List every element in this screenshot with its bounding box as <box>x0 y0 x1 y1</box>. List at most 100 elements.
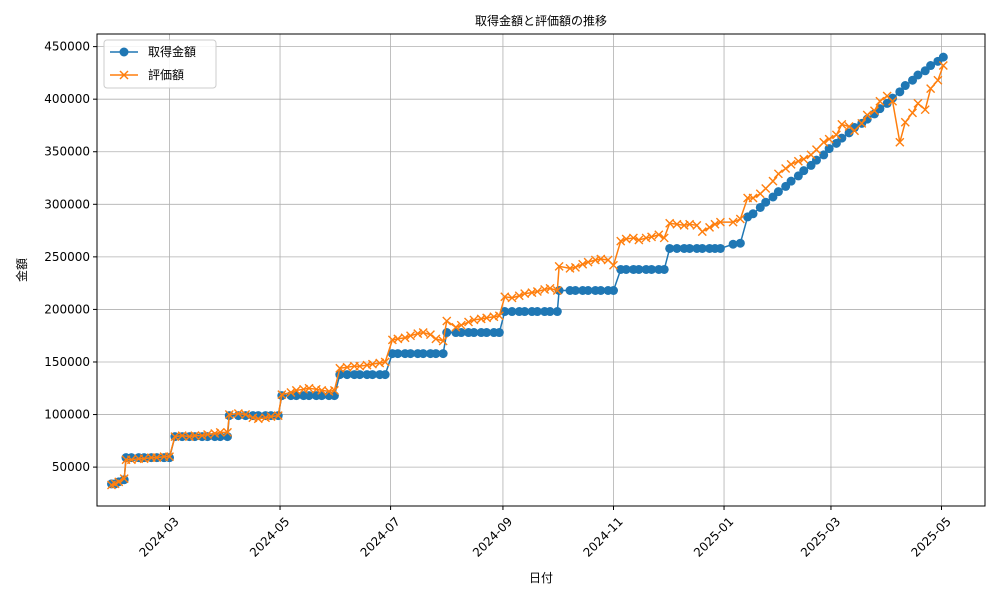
y-tick-label: 200000 <box>44 302 90 316</box>
data-point <box>685 243 695 253</box>
data-point <box>500 307 510 317</box>
data-point <box>451 322 461 332</box>
data-point <box>482 313 492 323</box>
data-point <box>418 349 428 359</box>
series-valuation <box>107 61 948 490</box>
legend: 取得金額 評価額 <box>103 39 217 89</box>
data-point <box>735 214 745 224</box>
data-point <box>177 431 187 441</box>
data-point <box>773 187 783 197</box>
data-point <box>824 134 834 144</box>
data-point <box>355 361 365 371</box>
data-point <box>735 238 745 248</box>
data-point <box>367 359 377 369</box>
data-point <box>659 233 669 243</box>
data-point <box>215 427 225 437</box>
data-point <box>438 349 448 359</box>
data-point <box>697 227 707 237</box>
data-point <box>647 232 657 242</box>
data-point <box>811 145 821 155</box>
data-point <box>355 370 365 380</box>
data-point <box>665 243 675 253</box>
y-axis-title: 金額 <box>14 258 29 282</box>
data-point <box>520 289 530 299</box>
data-point <box>819 150 829 160</box>
data-point <box>329 385 339 395</box>
data-point <box>431 349 441 359</box>
data-point <box>888 93 898 103</box>
data-point <box>781 164 791 174</box>
y-tick-label: 100000 <box>44 408 90 422</box>
data-point <box>654 230 664 240</box>
data-point <box>608 285 618 295</box>
legend-label-valuation: 評価額 <box>148 67 184 82</box>
data-point <box>233 408 243 418</box>
data-point <box>578 259 588 269</box>
data-point <box>552 307 562 317</box>
data-point <box>367 370 377 380</box>
data-point <box>628 233 638 243</box>
y-tick-label: 450000 <box>44 40 90 54</box>
y-tick-label: 250000 <box>44 250 90 264</box>
data-point <box>869 106 879 116</box>
data-point <box>545 307 555 317</box>
data-point <box>621 264 631 274</box>
data-point <box>900 81 910 91</box>
data-point <box>273 411 283 421</box>
data-point <box>837 119 847 129</box>
data-point <box>456 320 466 330</box>
y-axis-ticks: 50000 100000 150000 200000 250000 300000 35000… <box>44 40 97 474</box>
data-point <box>126 455 136 465</box>
data-point <box>170 432 180 442</box>
data-point <box>705 222 715 232</box>
data-point <box>799 166 809 176</box>
data-point <box>190 431 200 441</box>
y-tick-label: 350000 <box>44 145 90 159</box>
data-point <box>570 262 580 272</box>
data-point <box>570 285 580 295</box>
data-point <box>222 427 232 437</box>
data-point <box>482 328 492 338</box>
data-point <box>520 307 530 317</box>
data-point <box>253 414 263 424</box>
data-point <box>464 317 474 327</box>
data-point <box>164 452 174 462</box>
data-point <box>831 130 841 140</box>
data-point <box>728 217 738 227</box>
data-point <box>773 169 783 179</box>
data-point <box>920 105 930 115</box>
data-point <box>900 117 910 127</box>
data-point <box>672 219 682 229</box>
data-point <box>494 311 504 321</box>
chart-title: 取得金額と評価額の推移 <box>475 13 607 28</box>
data-point <box>507 307 517 317</box>
data-point <box>608 260 618 270</box>
legend-marker-acquisition <box>119 47 129 57</box>
data-point <box>224 410 234 420</box>
data-point <box>406 349 416 359</box>
data-point <box>933 75 943 85</box>
data-point <box>621 234 631 244</box>
data-point <box>685 219 695 229</box>
data-point <box>875 96 885 106</box>
data-point <box>418 328 428 338</box>
data-point <box>400 333 410 343</box>
data-point <box>793 156 803 166</box>
data-point <box>342 370 352 380</box>
data-point <box>768 176 778 186</box>
data-point <box>393 349 403 359</box>
data-point <box>514 291 524 301</box>
data-point <box>799 154 809 164</box>
data-point <box>291 385 301 395</box>
grid-lines <box>97 34 985 506</box>
data-point <box>114 477 124 487</box>
data-point <box>926 61 936 71</box>
data-point <box>913 70 923 80</box>
data-point <box>532 307 542 317</box>
data-point <box>895 137 905 147</box>
data-point <box>819 137 829 147</box>
data-point <box>596 254 606 264</box>
data-point <box>913 98 923 108</box>
data-point <box>926 84 936 94</box>
